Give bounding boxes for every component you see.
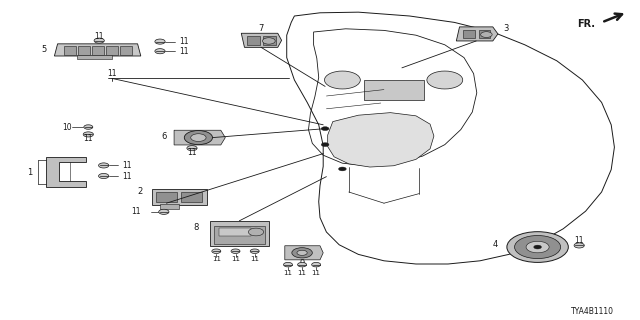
Circle shape xyxy=(99,163,109,168)
Bar xyxy=(106,46,118,55)
Text: 11: 11 xyxy=(298,270,307,276)
Text: 11: 11 xyxy=(250,256,259,262)
Bar xyxy=(152,189,207,205)
Text: 11: 11 xyxy=(95,32,104,41)
Bar xyxy=(219,228,251,236)
Text: 11: 11 xyxy=(179,37,188,46)
Bar xyxy=(92,46,104,55)
Circle shape xyxy=(83,132,93,137)
Text: 11: 11 xyxy=(575,236,584,245)
Bar xyxy=(214,226,265,244)
Circle shape xyxy=(298,262,307,267)
Circle shape xyxy=(321,127,329,131)
Text: 9: 9 xyxy=(300,259,305,268)
Circle shape xyxy=(84,125,93,129)
Bar xyxy=(78,46,90,55)
Text: 11: 11 xyxy=(179,47,188,56)
Circle shape xyxy=(212,249,221,253)
Text: 11: 11 xyxy=(122,172,131,180)
Circle shape xyxy=(284,262,292,267)
Bar xyxy=(263,36,276,45)
Polygon shape xyxy=(241,33,282,47)
Circle shape xyxy=(312,262,321,267)
Circle shape xyxy=(427,71,463,89)
Circle shape xyxy=(159,209,169,214)
Circle shape xyxy=(481,32,492,37)
Circle shape xyxy=(574,243,584,248)
Text: 10: 10 xyxy=(63,123,72,132)
Text: 3: 3 xyxy=(503,24,508,33)
Text: 6: 6 xyxy=(161,132,166,141)
Circle shape xyxy=(507,232,568,262)
Circle shape xyxy=(526,241,549,253)
Circle shape xyxy=(191,134,206,141)
Text: 8: 8 xyxy=(193,223,198,232)
Text: 11: 11 xyxy=(212,256,221,262)
Text: 11: 11 xyxy=(312,270,321,276)
Circle shape xyxy=(321,143,329,147)
Circle shape xyxy=(339,167,346,171)
Circle shape xyxy=(262,38,275,44)
Text: 1: 1 xyxy=(27,168,32,177)
Text: FR.: FR. xyxy=(577,19,595,29)
Bar xyxy=(479,30,490,38)
Polygon shape xyxy=(54,44,141,56)
Polygon shape xyxy=(174,130,225,145)
Circle shape xyxy=(324,71,360,89)
Circle shape xyxy=(292,248,312,258)
Circle shape xyxy=(187,146,197,151)
Circle shape xyxy=(184,131,212,145)
Circle shape xyxy=(155,49,165,54)
Text: 11: 11 xyxy=(84,134,93,143)
Bar xyxy=(364,80,424,100)
Bar xyxy=(120,46,132,55)
Circle shape xyxy=(297,250,307,255)
Bar xyxy=(77,55,112,59)
Text: 7: 7 xyxy=(259,24,264,33)
Text: TYA4B1110: TYA4B1110 xyxy=(572,307,614,316)
Text: 2: 2 xyxy=(138,187,143,196)
Text: 11: 11 xyxy=(131,207,141,216)
Bar xyxy=(156,192,177,202)
Circle shape xyxy=(534,245,541,249)
Bar xyxy=(160,204,179,209)
Bar xyxy=(463,30,475,38)
Circle shape xyxy=(155,39,165,44)
Bar xyxy=(247,36,260,45)
Text: 5: 5 xyxy=(42,45,47,54)
Polygon shape xyxy=(328,113,434,167)
Circle shape xyxy=(248,228,264,236)
Text: 11: 11 xyxy=(108,69,116,78)
Bar xyxy=(64,46,76,55)
Text: 4: 4 xyxy=(493,240,498,249)
Polygon shape xyxy=(456,27,498,41)
Circle shape xyxy=(250,249,259,253)
Polygon shape xyxy=(285,246,323,260)
Circle shape xyxy=(94,38,104,43)
Bar xyxy=(181,192,202,202)
Circle shape xyxy=(515,236,561,259)
Text: 11: 11 xyxy=(122,161,131,170)
Polygon shape xyxy=(46,157,86,187)
Circle shape xyxy=(99,173,109,179)
Circle shape xyxy=(231,249,240,253)
Text: 11: 11 xyxy=(188,148,196,157)
Text: 11: 11 xyxy=(231,256,240,262)
Text: 11: 11 xyxy=(284,270,292,276)
Bar xyxy=(210,221,269,246)
